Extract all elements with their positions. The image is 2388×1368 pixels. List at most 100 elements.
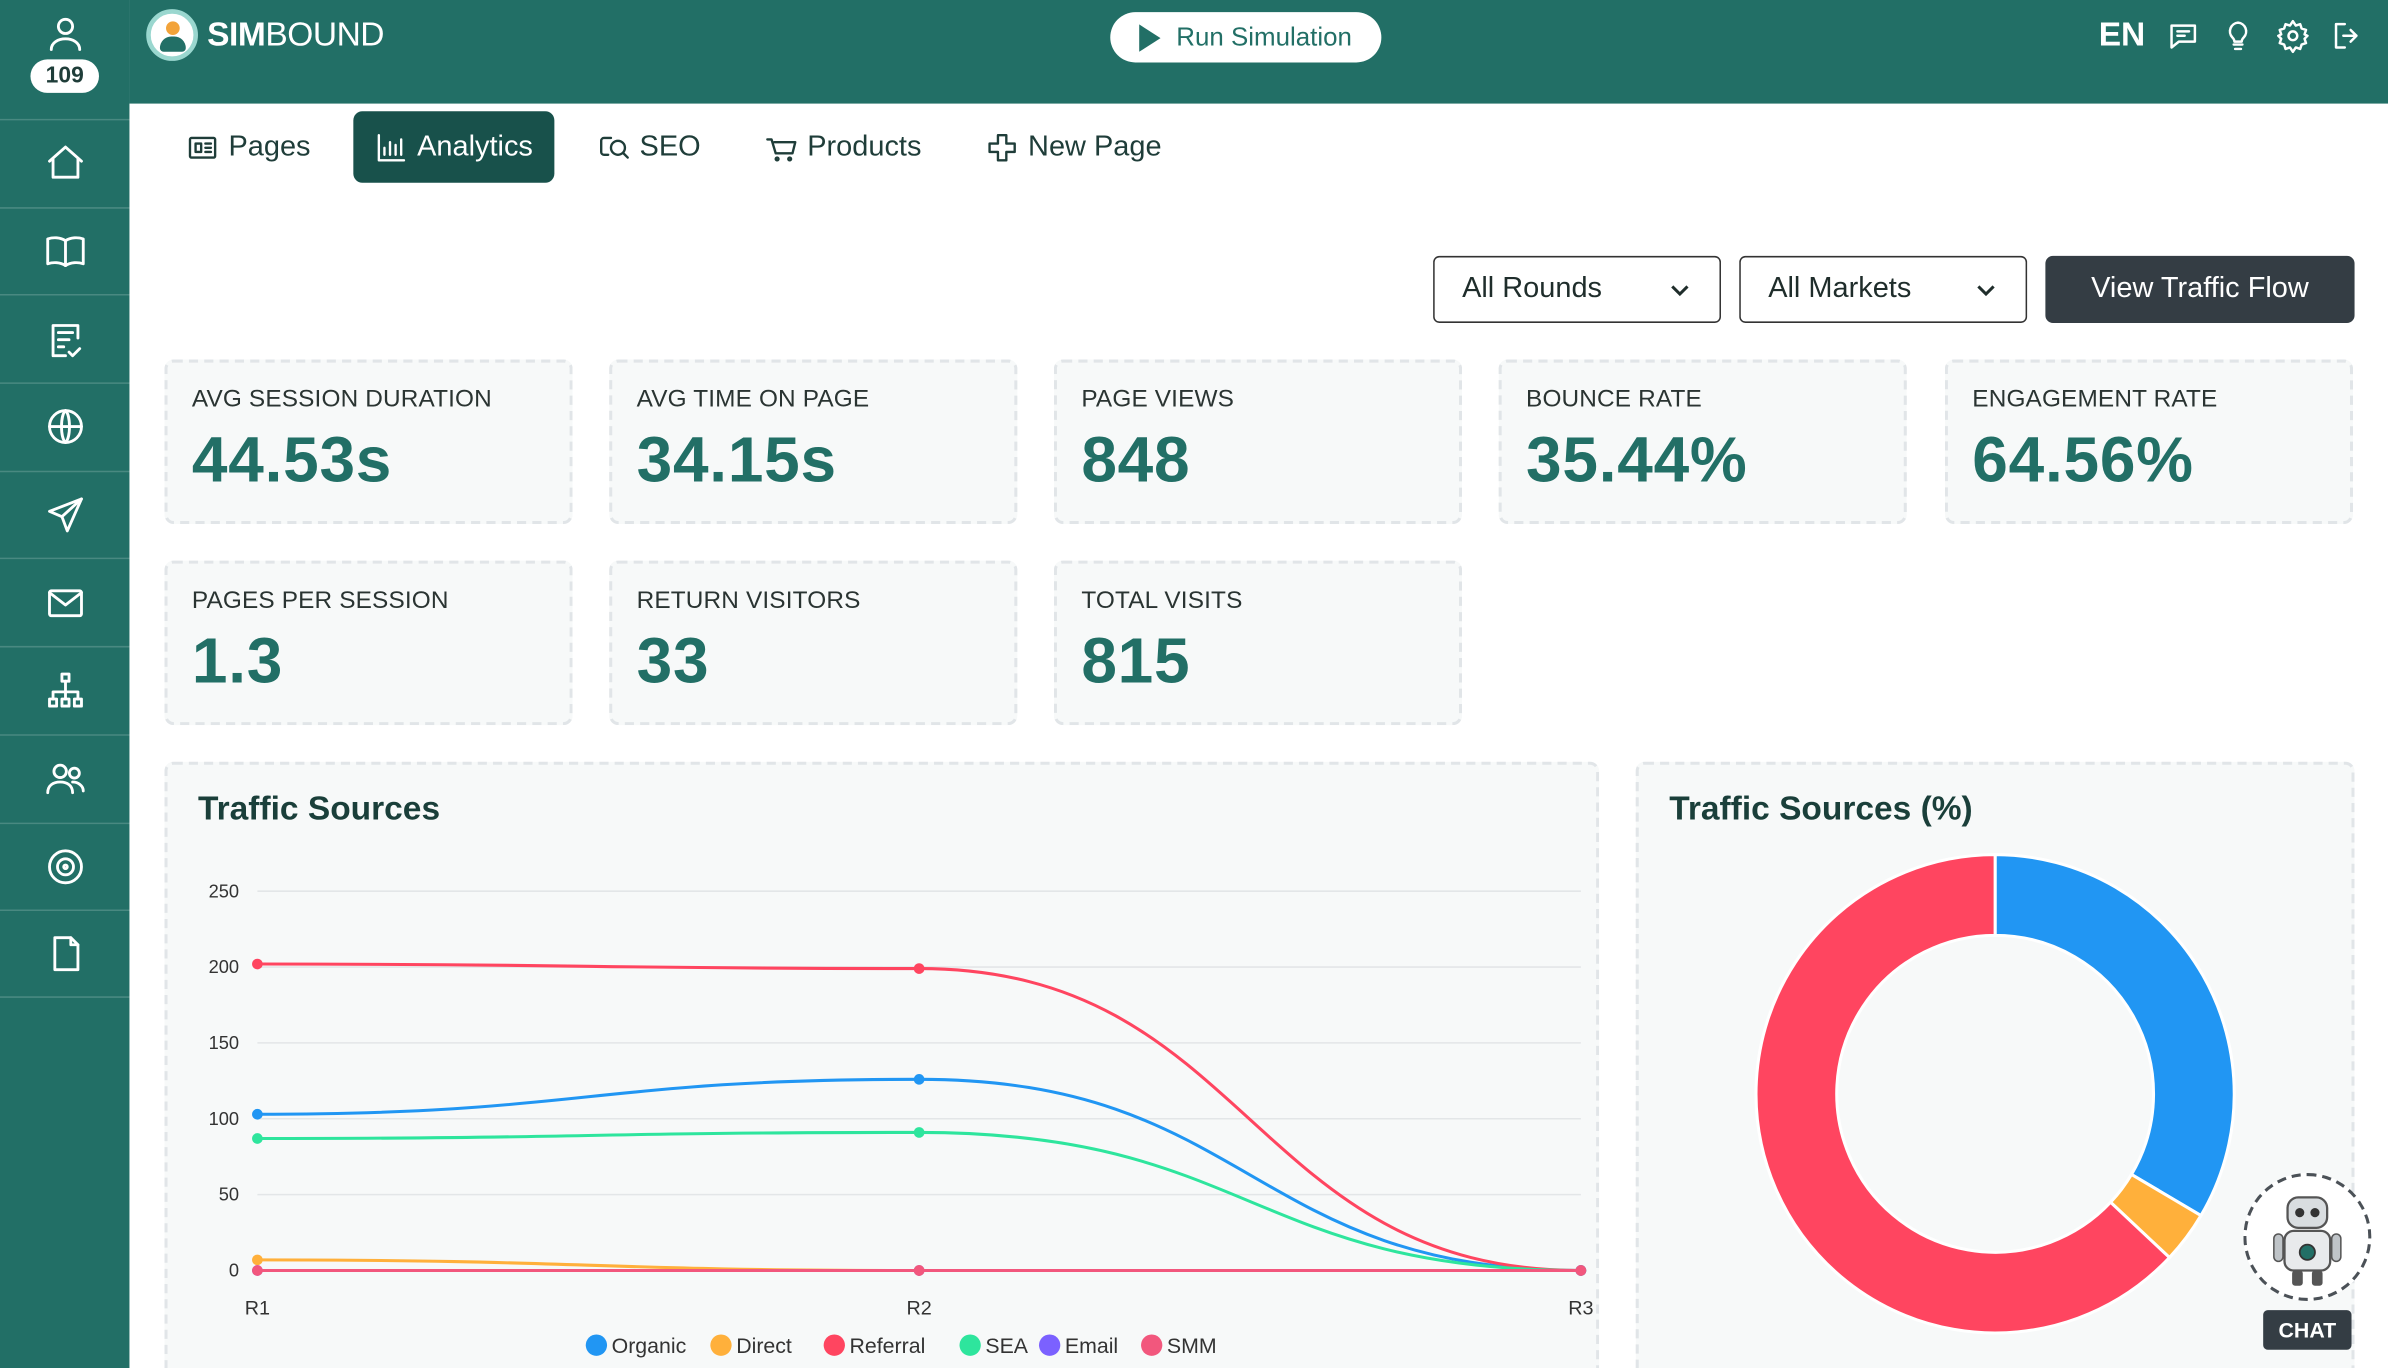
legend-marker[interactable] xyxy=(959,1334,981,1356)
sidebar-item-home[interactable] xyxy=(0,118,130,207)
data-point-organic[interactable] xyxy=(913,1074,925,1085)
donut-slice-referral[interactable] xyxy=(1754,853,2172,1335)
sidebar-item-website[interactable] xyxy=(0,382,130,470)
stat-card-avg-session-duration: AVG SESSION DURATION 44.53s xyxy=(164,359,573,525)
rounds-select[interactable]: All Rounds xyxy=(1433,255,1721,323)
cart-icon xyxy=(766,137,797,161)
tab-new-page[interactable]: New Page xyxy=(964,111,1183,183)
stat-card-return-visitors: RETURN VISITORS 33 xyxy=(609,560,1018,726)
stat-value: 44.53s xyxy=(191,423,393,496)
sidebar-item-campaigns[interactable] xyxy=(0,470,130,558)
chat-robot-avatar xyxy=(2243,1173,2372,1301)
legend-marker[interactable] xyxy=(585,1334,608,1356)
logout-icon[interactable] xyxy=(2330,18,2365,53)
legend-label[interactable]: SMM xyxy=(1167,1334,1217,1358)
sidebar-item-tasks[interactable] xyxy=(0,294,130,383)
legend-marker[interactable] xyxy=(823,1334,845,1356)
tab-label: SEO xyxy=(639,130,701,163)
line-chart-title: Traffic Sources xyxy=(197,789,441,828)
y-tick-label: 250 xyxy=(209,880,239,901)
data-point-smm[interactable] xyxy=(913,1265,925,1276)
legend-marker[interactable] xyxy=(1038,1334,1061,1356)
language-selector[interactable]: EN xyxy=(2098,15,2146,54)
data-point-smm[interactable] xyxy=(1575,1265,1587,1276)
plus-icon xyxy=(988,133,1016,161)
sidebar-item-guide[interactable] xyxy=(0,206,130,295)
gear-icon[interactable] xyxy=(2275,18,2310,53)
logo-mark-icon xyxy=(146,9,198,61)
stat-value: 815 xyxy=(1081,624,1191,697)
legend-label[interactable]: Direct xyxy=(736,1334,792,1358)
stat-card-bounce-rate: BOUNCE RATE 35.44% xyxy=(1498,359,1907,525)
users-icon xyxy=(45,763,84,795)
stat-label: AVG SESSION DURATION xyxy=(191,386,492,413)
checklist-icon xyxy=(50,323,81,357)
stat-value: 64.56% xyxy=(1972,423,2194,496)
points-badge: 109 xyxy=(30,59,100,93)
legend-label[interactable]: Email xyxy=(1065,1334,1118,1358)
chat-bubble-icon[interactable] xyxy=(2165,18,2200,53)
chevron-down-icon xyxy=(1671,285,1689,297)
sidebar-item-email[interactable] xyxy=(0,558,130,646)
tab-label: Pages xyxy=(228,130,311,163)
markets-select[interactable]: All Markets xyxy=(1739,255,2028,323)
series-line-referral xyxy=(257,962,1581,1273)
tab-label: New Page xyxy=(1028,130,1162,163)
top-header: SIMBOUND Run Simulation EN xyxy=(129,0,2388,104)
stat-label: BOUNCE RATE xyxy=(1526,386,1702,413)
tab-analytics[interactable]: Analytics xyxy=(353,111,555,183)
stat-card-avg-time-on-page: AVG TIME ON PAGE 34.15s xyxy=(609,359,1018,525)
pages-icon xyxy=(188,136,217,158)
data-point-referral[interactable] xyxy=(252,958,263,970)
sidebar-item-goals[interactable] xyxy=(0,821,130,910)
mail-icon xyxy=(47,589,83,617)
rounds-select-value: All Rounds xyxy=(1462,272,1603,305)
data-point-smm[interactable] xyxy=(252,1265,263,1276)
data-point-sea[interactable] xyxy=(252,1133,263,1144)
play-icon xyxy=(1139,23,1162,52)
run-simulation-label: Run Simulation xyxy=(1176,22,1352,52)
user-profile[interactable]: 109 xyxy=(0,0,129,119)
data-point-direct[interactable] xyxy=(252,1254,263,1266)
legend-label[interactable]: Organic xyxy=(612,1334,687,1358)
run-simulation-button[interactable]: Run Simulation xyxy=(1110,12,1382,63)
traffic-sources-panel: Traffic Sources 0 50 100 150 200 250 R1 R2 R3 Org… xyxy=(164,761,1600,1368)
document-icon xyxy=(52,936,79,972)
tab-label: Products xyxy=(807,130,922,163)
donut-slice-organic[interactable] xyxy=(1993,853,2236,1218)
sidebar-item-sitemap[interactable] xyxy=(0,646,130,734)
data-point-organic[interactable] xyxy=(252,1108,263,1120)
chat-widget[interactable]: CHAT xyxy=(2242,1173,2373,1350)
stat-label: AVG TIME ON PAGE xyxy=(636,386,870,413)
y-tick-label: 200 xyxy=(209,956,239,977)
tab-seo[interactable]: SEO xyxy=(576,111,722,183)
donut-chart-title: Traffic Sources (%) xyxy=(1669,789,1973,828)
send-icon xyxy=(47,497,83,533)
section-tabs: Pages Analytics SEO Products New Page xyxy=(164,111,1204,183)
lightbulb-icon[interactable] xyxy=(2220,18,2255,53)
sidebar: 109 xyxy=(0,0,130,1368)
traffic-sources-donut-chart xyxy=(1754,853,2236,1335)
stat-card-pages-per-session: PAGES PER SESSION 1.3 xyxy=(164,560,573,726)
view-traffic-flow-button[interactable]: View Traffic Flow xyxy=(2045,255,2355,323)
chat-label: CHAT xyxy=(2263,1310,2352,1350)
target-icon xyxy=(47,849,83,884)
legend-label[interactable]: Referral xyxy=(850,1334,926,1358)
legend-label[interactable]: SEA xyxy=(985,1334,1028,1358)
tab-products[interactable]: Products xyxy=(743,111,942,183)
stat-label: PAGE VIEWS xyxy=(1081,386,1235,413)
series-line-organic xyxy=(257,1077,1581,1273)
data-point-referral[interactable] xyxy=(913,963,925,974)
logo-text-bold: SIM xyxy=(207,15,266,54)
sidebar-item-team[interactable] xyxy=(0,733,130,822)
simbound-logo[interactable]: SIMBOUND xyxy=(146,9,385,61)
tab-pages[interactable]: Pages xyxy=(164,111,331,183)
logo-text-rest: BOUND xyxy=(265,15,385,54)
legend-marker[interactable] xyxy=(1141,1334,1163,1356)
user-icon xyxy=(49,17,81,51)
book-icon xyxy=(45,236,84,268)
sidebar-item-reports[interactable] xyxy=(0,909,130,998)
x-tick-label: R3 xyxy=(1568,1298,1593,1320)
data-point-sea[interactable] xyxy=(913,1127,925,1138)
legend-marker[interactable] xyxy=(710,1334,732,1356)
